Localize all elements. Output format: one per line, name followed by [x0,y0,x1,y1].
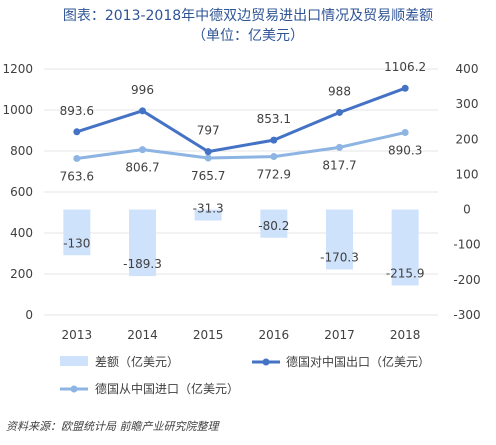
left-tick-label: 800 [10,144,33,158]
balance-label: -189.3 [123,257,162,271]
right-tick-label: -100 [453,238,480,252]
x-tick-label: 2018 [390,328,421,342]
export-label: 853.1 [257,112,291,126]
export-label: 996 [131,83,154,97]
source-note: 资料来源：欧盟统计局 前瞻产业研究院整理 [6,420,220,433]
right-tick-label: -300 [453,308,480,322]
export-point [336,108,343,116]
import-label: 890.3 [388,143,422,157]
export-line [76,86,406,154]
balance-bar [391,209,419,286]
x-tick-label: 2014 [127,328,158,342]
balance-bars [63,209,419,286]
balance-bar [326,209,353,270]
export-point [401,84,409,92]
balance-label: -170.3 [320,250,359,264]
export-label: 1106.2 [384,60,426,74]
import-point [270,153,278,161]
import-point [73,154,81,162]
left-tick-label: 600 [10,185,33,199]
x-tick-label: 2017 [324,328,355,342]
legend-marker-export [262,358,270,366]
import-label: 772.9 [257,168,291,182]
balance-label: -80.2 [258,219,289,233]
legend: 差额（亿美元） 德国对中国出口（亿美元） 德国从中国进口（亿美元） [60,354,430,396]
x-tick-label: 2016 [259,328,290,342]
export-point [270,136,278,144]
balance-bar [260,209,288,238]
import-point [401,128,409,136]
right-tick-label: 300 [456,97,479,111]
right-axis: -300 -200 -100 0 100 200 300 400 [453,62,480,322]
balance-bar [129,209,156,277]
x-axis: 2013 2014 2015 2016 2017 2018 [62,328,421,342]
legend-label-export: 德国对中国出口（亿美元） [286,354,430,369]
legend-marker-import [70,385,78,393]
left-axis: 0 200 400 600 800 1000 1200 [2,62,33,322]
balance-label: -215.9 [386,266,425,280]
left-tick-label: 0 [25,308,33,322]
legend-swatch-balance [60,356,88,366]
export-point [73,128,81,136]
x-tick-label: 2015 [193,328,224,342]
balance-bar [194,209,222,221]
import-label: 765.7 [191,169,225,183]
import-label: 806.7 [125,161,159,175]
chart-title: 图表：2013-2018年中德双边贸易进出口情况及贸易顺差额 [63,8,433,24]
import-label: 763.6 [60,169,94,183]
right-tick-label: 200 [456,132,479,146]
export-label: 988 [328,84,351,98]
legend-label-balance: 差额（亿美元） [95,354,179,369]
import-line [76,131,406,160]
data-labels: -130 -189.3 -31.3 -80.2 -170.3 -215.9 893.6 996… [60,60,427,280]
right-tick-label: 100 [456,167,479,181]
right-tick-label: -200 [453,273,480,287]
import-point [336,143,343,151]
import-point [139,146,146,154]
x-tick-label: 2013 [62,328,93,342]
export-point [204,148,212,156]
left-tick-label: 1000 [2,103,33,117]
grid [44,68,438,316]
export-label: 893.6 [60,104,94,118]
export-point [139,107,146,115]
trade-lines [73,84,409,162]
balance-bar [63,209,91,256]
export-label: 797 [197,124,220,138]
balance-label: -31.3 [193,202,224,216]
chart-subtitle: （单位：亿美元） [192,28,304,44]
left-tick-label: 400 [10,226,33,240]
balance-label: -130 [63,236,90,250]
left-tick-label: 200 [10,267,33,281]
import-point [204,154,212,162]
right-tick-label: 400 [456,62,479,76]
left-tick-label: 1200 [2,62,33,76]
import-label: 817.7 [322,158,356,172]
right-tick-label: 0 [463,203,471,217]
legend-label-import: 德国从中国进口（亿美元） [95,381,239,396]
